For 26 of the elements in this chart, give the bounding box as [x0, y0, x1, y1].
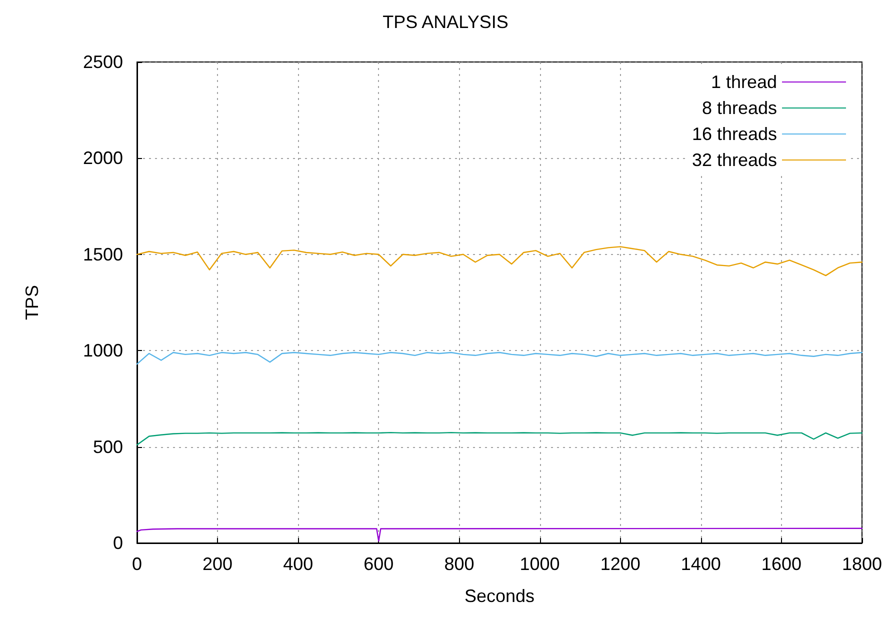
x-tick-label: 1400: [680, 554, 721, 574]
y-tick-label: 2500: [82, 52, 123, 72]
y-axis-title: TPS: [22, 284, 42, 320]
legend-label: 32 threads: [692, 150, 777, 170]
x-tick-label: 600: [364, 554, 394, 574]
legend-label: 1 thread: [710, 72, 777, 92]
chart-title: TPS ANALYSIS: [382, 12, 508, 32]
y-tick-label: 1000: [82, 340, 123, 361]
x-tick-label: 1200: [600, 554, 640, 574]
x-tick-label: 800: [444, 554, 474, 574]
line-series: [136, 432, 863, 446]
x-tick-label: 200: [202, 554, 233, 574]
line-series: [136, 246, 863, 276]
legend-label: 8 threads: [702, 98, 777, 118]
x-tick-label: 400: [283, 554, 314, 574]
line-series: [136, 352, 863, 365]
x-tick-label: 0: [132, 554, 142, 574]
x-tick-label: 1000: [520, 554, 560, 574]
legend-label: 16 threads: [692, 124, 777, 144]
y-tick-label: 500: [92, 436, 123, 457]
x-axis-title: Seconds: [464, 586, 535, 606]
x-tick-label: 1600: [761, 554, 802, 574]
y-tick-label: 2000: [82, 148, 123, 168]
y-tick-label: 0: [112, 533, 123, 553]
y-tick-label: 1500: [82, 244, 123, 264]
x-tick-label: 1800: [842, 554, 882, 574]
